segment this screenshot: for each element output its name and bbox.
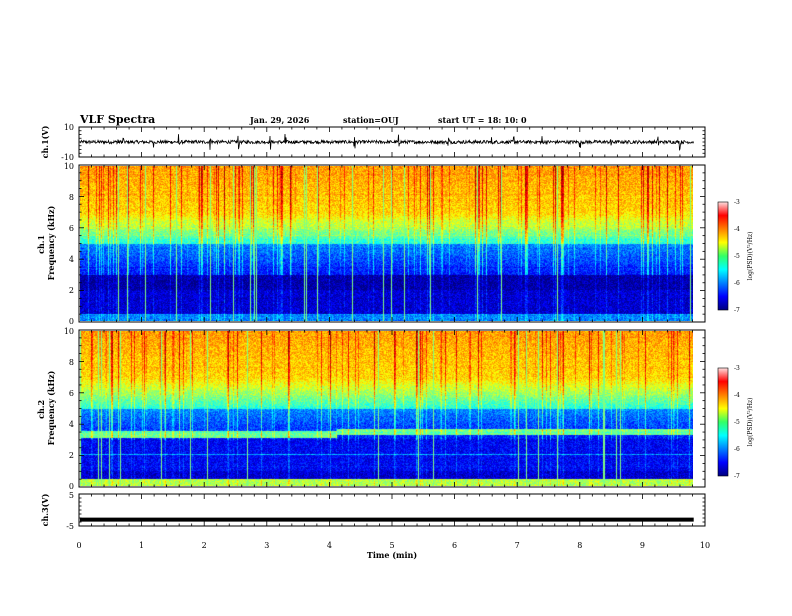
x-tick-label: 1 bbox=[139, 541, 144, 550]
ch1-cb-tick: -6 bbox=[734, 280, 740, 287]
ch1-cb-tick: -7 bbox=[734, 307, 740, 314]
axis-tick-marks bbox=[78, 126, 706, 527]
ch1-ytick-min: -10 bbox=[61, 153, 74, 162]
ch1-spec-ytick: 2 bbox=[69, 286, 74, 295]
station-label: station=OUJ bbox=[343, 115, 399, 125]
ch2-spec-ylabel-line2: Frequency (kHz) bbox=[46, 370, 56, 445]
ch1-waveform-ylabel: ch.1(V) bbox=[40, 125, 50, 158]
ch2-spec-ylabel: ch.2 Frequency (kHz) bbox=[36, 370, 56, 445]
ch2-spec-ytick: 8 bbox=[69, 358, 74, 367]
ch2-cb-tick: -4 bbox=[734, 392, 740, 399]
ch1-colorbar: -3 -4 -5 -6 -7 log(PSD)(V²/Hz) bbox=[717, 199, 754, 314]
ch2-colorbar-label: log(PSD)(V²/Hz) bbox=[747, 398, 754, 447]
ch3-ytick-min: -5 bbox=[66, 522, 74, 531]
x-tick-label: 9 bbox=[640, 541, 645, 550]
start-time-label: start UT = 18: 10: 0 bbox=[438, 115, 527, 125]
ch1-spec-ylabel-line1: ch.1 bbox=[36, 235, 46, 254]
ch2-spec-yticks: 0 2 4 6 8 10 bbox=[64, 327, 74, 491]
x-axis-ticks: 0 1 2 3 4 5 6 7 8 9 10 bbox=[76, 541, 710, 550]
x-tick-label: 0 bbox=[76, 541, 81, 550]
x-tick-label: 7 bbox=[515, 541, 520, 550]
x-tick-label: 6 bbox=[452, 541, 457, 550]
ch2-spec-ytick: 4 bbox=[69, 420, 74, 429]
ch3-waveform-ylabel: ch.3(V) bbox=[40, 493, 50, 526]
ch1-spec-ytick: 8 bbox=[69, 193, 74, 202]
ch1-spectrogram-image bbox=[80, 166, 693, 321]
ch2-cb-tick: -7 bbox=[734, 473, 740, 480]
x-tick-label: 8 bbox=[577, 541, 582, 550]
x-tick-label: 4 bbox=[327, 541, 332, 550]
ch2-colorbar-bar bbox=[717, 367, 729, 477]
ch2-colorbar: -3 -4 -5 -6 -7 log(PSD)(V²/Hz) bbox=[717, 365, 754, 480]
ch1-spec-yticks: 0 2 4 6 8 10 bbox=[64, 162, 74, 326]
ch2-spec-ylabel-line1: ch.2 bbox=[36, 400, 46, 419]
date-label: Jan. 29, 2026 bbox=[249, 115, 310, 125]
ch1-colorbar-bar bbox=[717, 201, 729, 311]
x-tick-label: 3 bbox=[264, 541, 269, 550]
ch2-spec-ytick: 6 bbox=[69, 389, 74, 398]
ch2-spectrogram-image bbox=[80, 331, 693, 486]
ch1-spec-ytick: 0 bbox=[69, 317, 74, 326]
ch1-colorbar-label: log(PSD)(V²/Hz) bbox=[747, 232, 754, 281]
x-axis-label: Time (min) bbox=[367, 550, 417, 560]
ch1-spec-ytick: 6 bbox=[69, 224, 74, 233]
ch1-cb-tick: -4 bbox=[734, 226, 740, 233]
chart-title: VLF Spectra bbox=[79, 113, 155, 126]
x-tick-label: 2 bbox=[202, 541, 207, 550]
ch3-ytick-max: 5 bbox=[69, 491, 74, 500]
ch2-spec-ytick: 0 bbox=[69, 482, 74, 491]
ch1-ytick-max: 10 bbox=[64, 123, 74, 132]
x-tick-label: 5 bbox=[389, 541, 394, 550]
ch2-cb-tick: -6 bbox=[734, 446, 740, 453]
ch1-cb-tick: -3 bbox=[734, 199, 740, 206]
x-tick-label: 10 bbox=[700, 541, 710, 550]
ch1-spec-ytick: 10 bbox=[64, 162, 74, 171]
ch1-cb-tick: -5 bbox=[734, 253, 740, 260]
ch1-waveform-line bbox=[79, 133, 694, 151]
ch1-spec-ylabel-line2: Frequency (kHz) bbox=[46, 205, 56, 280]
ch2-spec-ytick: 2 bbox=[69, 451, 74, 460]
ch2-spec-ytick: 10 bbox=[64, 327, 74, 336]
ch1-spec-ytick: 4 bbox=[69, 255, 74, 264]
ch1-spec-ylabel: ch.1 Frequency (kHz) bbox=[36, 205, 56, 280]
ch2-cb-tick: -3 bbox=[734, 365, 740, 372]
ch2-cb-tick: -5 bbox=[734, 419, 740, 426]
